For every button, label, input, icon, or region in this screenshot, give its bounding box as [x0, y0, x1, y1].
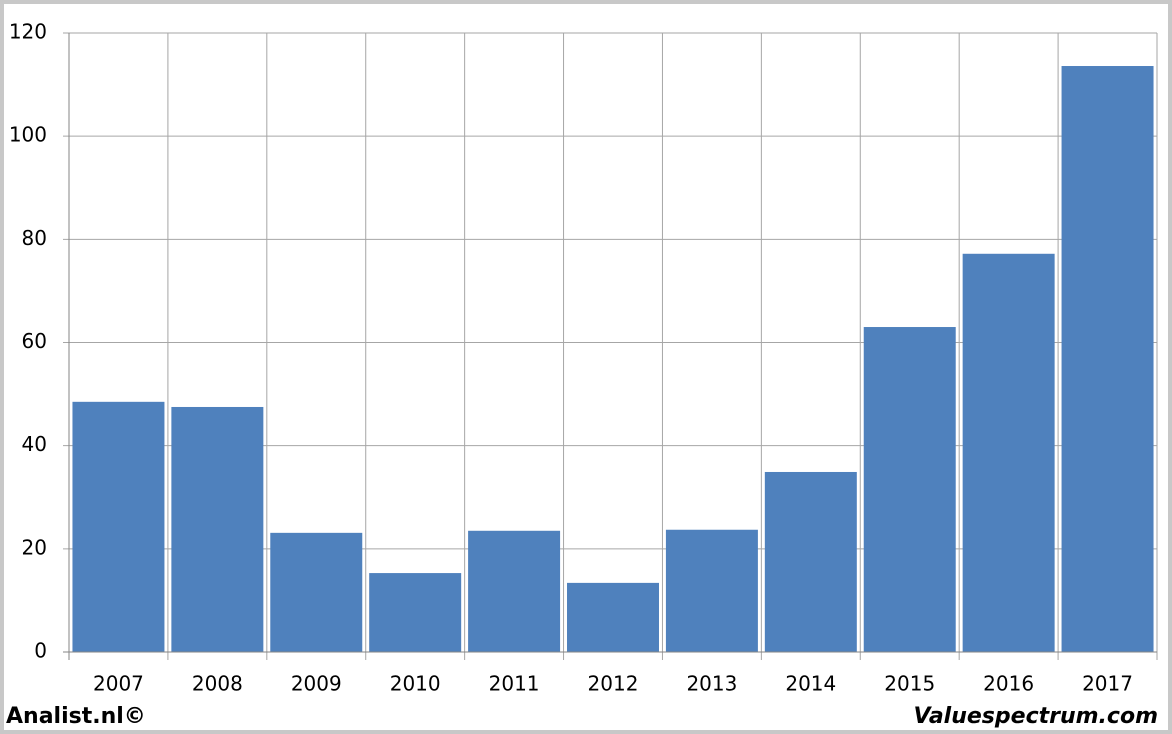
bar [369, 573, 462, 652]
x-tick-label: 2008 [192, 672, 243, 696]
x-tick-label: 2011 [489, 672, 540, 696]
y-tick-label: 120 [9, 20, 47, 44]
x-tick-label: 2007 [93, 672, 144, 696]
bar [72, 401, 165, 652]
bar [567, 582, 659, 652]
x-tick-label: 2014 [785, 672, 836, 696]
x-tick-label: 2009 [291, 672, 342, 696]
bar [863, 327, 956, 652]
x-tick-label: 2012 [588, 672, 639, 696]
footer-right: Valuespectrum.com [914, 704, 1158, 729]
bar [468, 530, 561, 652]
x-tick-label: 2013 [686, 672, 737, 696]
bar [665, 529, 758, 652]
footer-left: Analist.nl© [6, 704, 146, 729]
y-tick-label: 100 [9, 123, 47, 147]
bar [1061, 66, 1154, 653]
y-tick-label: 40 [22, 432, 47, 456]
y-tick-label: 20 [22, 535, 47, 559]
x-tick-label: 2017 [1082, 672, 1133, 696]
y-tick-label: 60 [22, 329, 47, 353]
x-tick-label: 2015 [884, 672, 935, 696]
y-tick-label: 80 [22, 226, 47, 250]
x-tick-label: 2016 [983, 672, 1034, 696]
bar [171, 406, 264, 652]
bar [962, 253, 1055, 652]
bar [764, 471, 857, 652]
x-tick-label: 2010 [390, 672, 441, 696]
y-tick-label: 0 [34, 639, 47, 663]
bar [270, 532, 363, 652]
